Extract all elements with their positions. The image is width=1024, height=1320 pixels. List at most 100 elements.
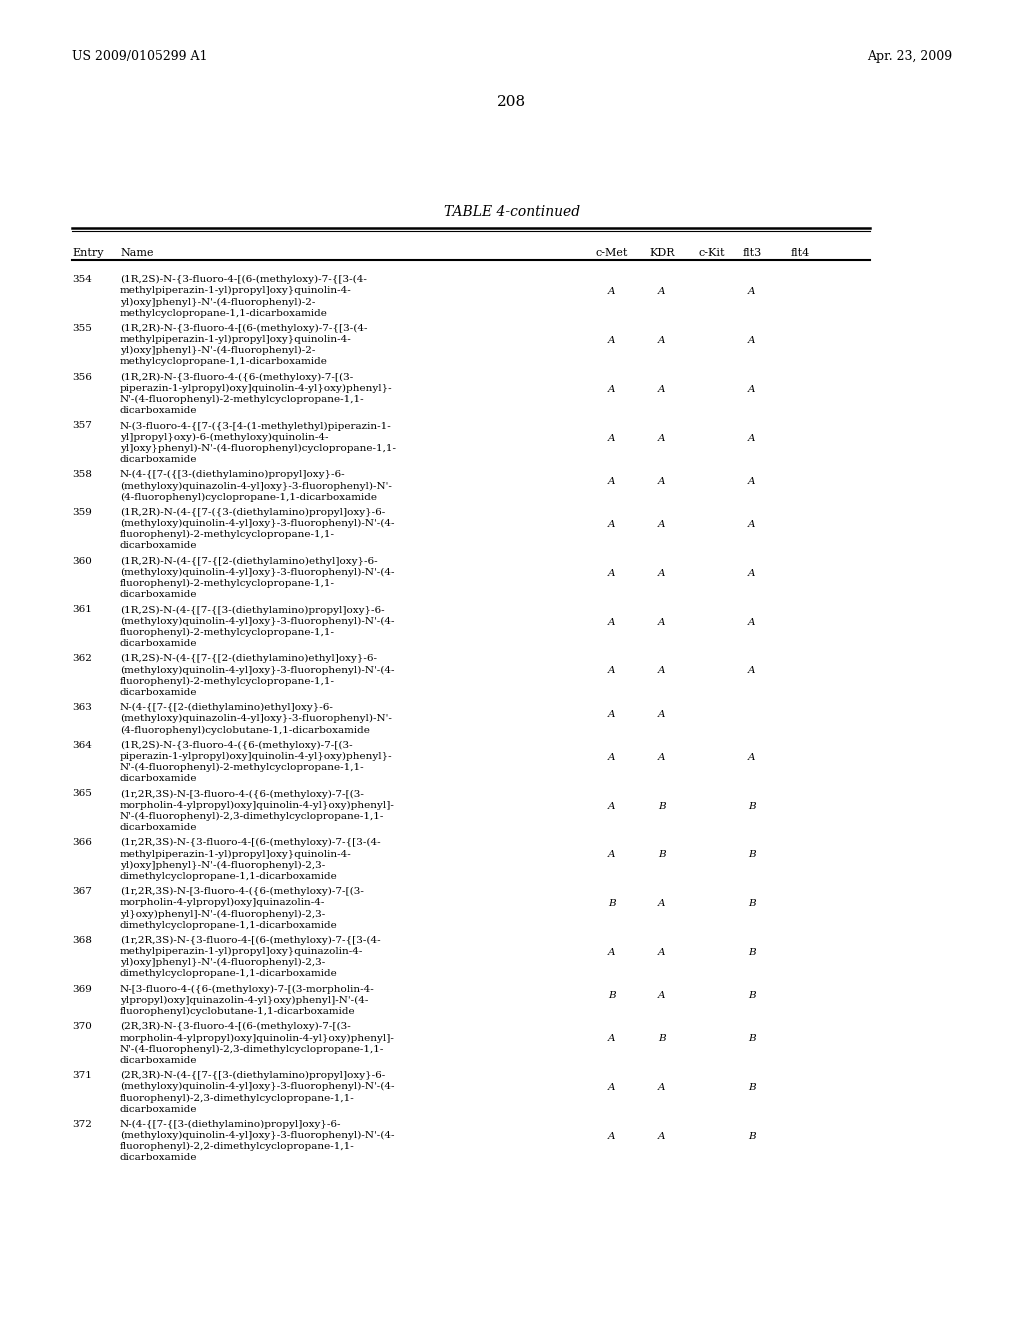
Text: A: A [608, 1035, 615, 1044]
Text: A: A [658, 899, 666, 908]
Text: A: A [608, 288, 615, 296]
Text: US 2009/0105299 A1: US 2009/0105299 A1 [72, 50, 208, 63]
Text: B: B [658, 850, 666, 859]
Text: 372: 372 [72, 1119, 92, 1129]
Text: N-(4-{[7-{[2-(diethylamino)ethyl]oxy}-6-: N-(4-{[7-{[2-(diethylamino)ethyl]oxy}-6- [120, 704, 334, 711]
Text: A: A [749, 569, 756, 578]
Text: (1R,2S)-N-{3-fluoro-4-({6-(methyloxy)-7-[(3-: (1R,2S)-N-{3-fluoro-4-({6-(methyloxy)-7-… [120, 741, 352, 750]
Text: A: A [658, 385, 666, 393]
Text: (methyloxy)quinolin-4-yl]oxy}-3-fluorophenyl)-N'-(4-: (methyloxy)quinolin-4-yl]oxy}-3-fluoroph… [120, 616, 394, 626]
Text: yl]propyl}oxy)-6-(methyloxy)quinolin-4-: yl]propyl}oxy)-6-(methyloxy)quinolin-4- [120, 433, 329, 442]
Text: Entry: Entry [72, 248, 103, 257]
Text: A: A [608, 618, 615, 627]
Text: A: A [608, 667, 615, 676]
Text: dimethylcyclopropane-1,1-dicarboxamide: dimethylcyclopropane-1,1-dicarboxamide [120, 871, 338, 880]
Text: A: A [608, 385, 615, 393]
Text: A: A [658, 948, 666, 957]
Text: ylpropyl)oxy]quinazolin-4-yl}oxy)phenyl]-N'-(4-: ylpropyl)oxy]quinazolin-4-yl}oxy)phenyl]… [120, 995, 369, 1005]
Text: N'-(4-fluorophenyl)-2,3-dimethylcyclopropane-1,1-: N'-(4-fluorophenyl)-2,3-dimethylcyclopro… [120, 1044, 384, 1053]
Text: B: B [749, 991, 756, 1001]
Text: (1r,2R,3S)-N-{3-fluoro-4-[(6-(methyloxy)-7-{[3-(4-: (1r,2R,3S)-N-{3-fluoro-4-[(6-(methyloxy)… [120, 936, 381, 945]
Text: 357: 357 [72, 421, 92, 430]
Text: A: A [658, 667, 666, 676]
Text: (methyloxy)quinolin-4-yl]oxy}-3-fluorophenyl)-N'-(4-: (methyloxy)quinolin-4-yl]oxy}-3-fluoroph… [120, 665, 394, 675]
Text: 208: 208 [498, 95, 526, 110]
Text: A: A [608, 434, 615, 442]
Text: 354: 354 [72, 275, 92, 284]
Text: dicarboxamide: dicarboxamide [120, 639, 198, 648]
Text: yl)oxy]phenyl}-N'-(4-fluorophenyl)-2,3-: yl)oxy]phenyl}-N'-(4-fluorophenyl)-2,3- [120, 861, 326, 870]
Text: morpholin-4-ylpropyl)oxy]quinolin-4-yl}oxy)phenyl]-: morpholin-4-ylpropyl)oxy]quinolin-4-yl}o… [120, 1034, 395, 1043]
Text: A: A [608, 801, 615, 810]
Text: c-Kit: c-Kit [698, 248, 725, 257]
Text: A: A [658, 434, 666, 442]
Text: N-[3-fluoro-4-({6-(methyloxy)-7-[(3-morpholin-4-: N-[3-fluoro-4-({6-(methyloxy)-7-[(3-morp… [120, 985, 375, 994]
Text: dicarboxamide: dicarboxamide [120, 775, 198, 783]
Text: A: A [658, 520, 666, 529]
Text: dicarboxamide: dicarboxamide [120, 590, 198, 599]
Text: B: B [749, 1084, 756, 1092]
Text: B: B [749, 899, 756, 908]
Text: N-(4-{[7-({[3-(diethylamino)propyl]oxy}-6-: N-(4-{[7-({[3-(diethylamino)propyl]oxy}-… [120, 470, 346, 479]
Text: 363: 363 [72, 704, 92, 711]
Text: flt4: flt4 [791, 248, 810, 257]
Text: 367: 367 [72, 887, 92, 896]
Text: B: B [658, 801, 666, 810]
Text: A: A [658, 1084, 666, 1092]
Text: fluorophenyl)-2-methylcyclopropane-1,1-: fluorophenyl)-2-methylcyclopropane-1,1- [120, 579, 335, 589]
Text: methylpiperazin-1-yl)propyl]oxy}quinazolin-4-: methylpiperazin-1-yl)propyl]oxy}quinazol… [120, 946, 364, 956]
Text: A: A [658, 477, 666, 486]
Text: 362: 362 [72, 655, 92, 663]
Text: (1R,2S)-N-(4-{[7-{[3-(diethylamino)propyl]oxy}-6-: (1R,2S)-N-(4-{[7-{[3-(diethylamino)propy… [120, 606, 385, 615]
Text: A: A [608, 850, 615, 859]
Text: yl]oxy}phenyl)-N'-(4-fluorophenyl)cyclopropane-1,1-: yl]oxy}phenyl)-N'-(4-fluorophenyl)cyclop… [120, 444, 396, 453]
Text: fluorophenyl)-2-methylcyclopropane-1,1-: fluorophenyl)-2-methylcyclopropane-1,1- [120, 531, 335, 540]
Text: A: A [608, 477, 615, 486]
Text: (methyloxy)quinazolin-4-yl]oxy}-3-fluorophenyl)-N'-: (methyloxy)quinazolin-4-yl]oxy}-3-fluoro… [120, 482, 392, 491]
Text: (1r,2R,3S)-N-[3-fluoro-4-({6-(methyloxy)-7-[(3-: (1r,2R,3S)-N-[3-fluoro-4-({6-(methyloxy)… [120, 789, 364, 799]
Text: (methyloxy)quinolin-4-yl]oxy}-3-fluorophenyl)-N'-(4-: (methyloxy)quinolin-4-yl]oxy}-3-fluoroph… [120, 519, 394, 528]
Text: yl)oxy]phenyl}-N'-(4-fluorophenyl)-2-: yl)oxy]phenyl}-N'-(4-fluorophenyl)-2- [120, 346, 315, 355]
Text: A: A [608, 752, 615, 762]
Text: A: A [658, 569, 666, 578]
Text: A: A [608, 1133, 615, 1140]
Text: A: A [749, 385, 756, 393]
Text: fluorophenyl)-2,2-dimethylcyclopropane-1,1-: fluorophenyl)-2,2-dimethylcyclopropane-1… [120, 1142, 354, 1151]
Text: 365: 365 [72, 789, 92, 799]
Text: A: A [658, 618, 666, 627]
Text: (1R,2R)-N-{3-fluoro-4-[(6-(methyloxy)-7-{[3-(4-: (1R,2R)-N-{3-fluoro-4-[(6-(methyloxy)-7-… [120, 323, 368, 333]
Text: fluorophenyl)-2,3-dimethylcyclopropane-1,1-: fluorophenyl)-2,3-dimethylcyclopropane-1… [120, 1093, 354, 1102]
Text: (1r,2R,3S)-N-{3-fluoro-4-[(6-(methyloxy)-7-{[3-(4-: (1r,2R,3S)-N-{3-fluoro-4-[(6-(methyloxy)… [120, 838, 381, 847]
Text: B: B [749, 1133, 756, 1140]
Text: methylcyclopropane-1,1-dicarboxamide: methylcyclopropane-1,1-dicarboxamide [120, 309, 328, 318]
Text: A: A [749, 434, 756, 442]
Text: piperazin-1-ylpropyl)oxy]quinolin-4-yl}oxy)phenyl}-: piperazin-1-ylpropyl)oxy]quinolin-4-yl}o… [120, 752, 392, 760]
Text: dicarboxamide: dicarboxamide [120, 1105, 198, 1114]
Text: A: A [658, 752, 666, 762]
Text: (1R,2R)-N-(4-{[7-({3-(diethylamino)propyl]oxy}-6-: (1R,2R)-N-(4-{[7-({3-(diethylamino)propy… [120, 508, 385, 517]
Text: A: A [608, 569, 615, 578]
Text: dimethylcyclopropane-1,1-dicarboxamide: dimethylcyclopropane-1,1-dicarboxamide [120, 920, 338, 929]
Text: N-(4-{[7-{[3-(diethylamino)propyl]oxy}-6-: N-(4-{[7-{[3-(diethylamino)propyl]oxy}-6… [120, 1119, 341, 1129]
Text: A: A [608, 948, 615, 957]
Text: (methyloxy)quinolin-4-yl]oxy}-3-fluorophenyl)-N'-(4-: (methyloxy)quinolin-4-yl]oxy}-3-fluoroph… [120, 1082, 394, 1092]
Text: morpholin-4-ylpropyl)oxy]quinazolin-4-: morpholin-4-ylpropyl)oxy]quinazolin-4- [120, 898, 326, 907]
Text: 360: 360 [72, 557, 92, 565]
Text: A: A [749, 667, 756, 676]
Text: (1R,2R)-N-(4-{[7-{[2-(diethylamino)ethyl]oxy}-6-: (1R,2R)-N-(4-{[7-{[2-(diethylamino)ethyl… [120, 557, 378, 566]
Text: methylpiperazin-1-yl)propyl]oxy}quinolin-4-: methylpiperazin-1-yl)propyl]oxy}quinolin… [120, 286, 352, 296]
Text: A: A [658, 337, 666, 345]
Text: A: A [608, 1084, 615, 1092]
Text: fluorophenyl)-2-methylcyclopropane-1,1-: fluorophenyl)-2-methylcyclopropane-1,1- [120, 628, 335, 638]
Text: yl)oxy]phenyl}-N'-(4-fluorophenyl)-2-: yl)oxy]phenyl}-N'-(4-fluorophenyl)-2- [120, 297, 315, 306]
Text: A: A [749, 477, 756, 486]
Text: yl)oxy]phenyl}-N'-(4-fluorophenyl)-2,3-: yl)oxy]phenyl}-N'-(4-fluorophenyl)-2,3- [120, 958, 326, 968]
Text: (1R,2R)-N-{3-fluoro-4-({6-(methyloxy)-7-[(3-: (1R,2R)-N-{3-fluoro-4-({6-(methyloxy)-7-… [120, 372, 353, 381]
Text: TABLE 4-continued: TABLE 4-continued [444, 205, 580, 219]
Text: B: B [749, 948, 756, 957]
Text: morpholin-4-ylpropyl)oxy]quinolin-4-yl}oxy)phenyl]-: morpholin-4-ylpropyl)oxy]quinolin-4-yl}o… [120, 801, 395, 809]
Text: A: A [749, 288, 756, 296]
Text: 366: 366 [72, 838, 92, 847]
Text: dicarboxamide: dicarboxamide [120, 688, 198, 697]
Text: yl}oxy)phenyl]-N'-(4-fluorophenyl)-2,3-: yl}oxy)phenyl]-N'-(4-fluorophenyl)-2,3- [120, 909, 326, 919]
